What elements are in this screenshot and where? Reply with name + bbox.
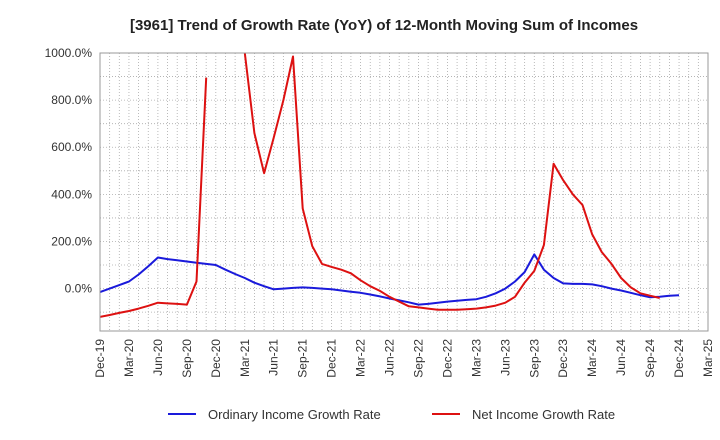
chart-title: [3961] Trend of Growth Rate (YoY) of 12-… xyxy=(130,17,638,34)
x-tick-label: Mar-21 xyxy=(238,339,252,377)
x-tick-label: Dec-20 xyxy=(209,339,223,378)
y-tick-label: 200.0% xyxy=(51,234,92,248)
legend-label: Ordinary Income Growth Rate xyxy=(208,407,381,422)
grid xyxy=(100,52,708,331)
plot-frame xyxy=(99,52,709,332)
y-tick-label: 800.0% xyxy=(51,93,92,107)
series-line-net-income xyxy=(100,77,208,318)
x-tick-label: Mar-22 xyxy=(354,339,368,377)
y-tick-label: 1000.0% xyxy=(45,46,93,60)
series-line-net-income xyxy=(243,53,660,311)
x-axis: Dec-19 Mar-20 Jun-20 Sep-20 Dec-20 Mar-21 Jun-… xyxy=(93,339,715,378)
series-lines xyxy=(100,53,680,318)
x-tick-label: Dec-21 xyxy=(325,339,339,378)
x-tick-label: Sep-20 xyxy=(180,339,194,378)
x-tick-label: Sep-21 xyxy=(296,339,310,378)
x-tick-label: Jun-21 xyxy=(267,339,281,376)
x-tick-label: Jun-24 xyxy=(614,339,628,376)
x-tick-label: Sep-22 xyxy=(411,339,425,378)
x-tick-label: Dec-22 xyxy=(440,339,454,378)
x-tick-label: Mar-24 xyxy=(585,339,599,377)
y-axis: 0.0% 200.0% 400.0% 600.0% 800.0% 1000.0% xyxy=(45,46,93,296)
x-tick-label: Dec-24 xyxy=(672,339,686,378)
x-tick-label: Sep-23 xyxy=(527,339,541,378)
y-tick-label: 400.0% xyxy=(51,187,92,201)
legend: Ordinary Income Growth Rate Net Income Gr… xyxy=(168,407,615,422)
x-tick-label: Mar-23 xyxy=(469,339,483,377)
x-tick-label: Jun-20 xyxy=(151,339,165,376)
legend-label: Net Income Growth Rate xyxy=(472,407,615,422)
x-tick-label: Mar-25 xyxy=(701,339,715,377)
x-tick-label: Jun-22 xyxy=(383,339,397,376)
x-tick-label: Dec-23 xyxy=(556,339,570,378)
x-tick-label: Dec-19 xyxy=(93,339,107,378)
x-tick-label: Jun-23 xyxy=(498,339,512,376)
x-tick-label: Mar-20 xyxy=(122,339,136,377)
y-tick-label: 0.0% xyxy=(65,282,93,296)
x-tick-label: Sep-24 xyxy=(643,339,657,378)
y-tick-label: 600.0% xyxy=(51,140,92,154)
